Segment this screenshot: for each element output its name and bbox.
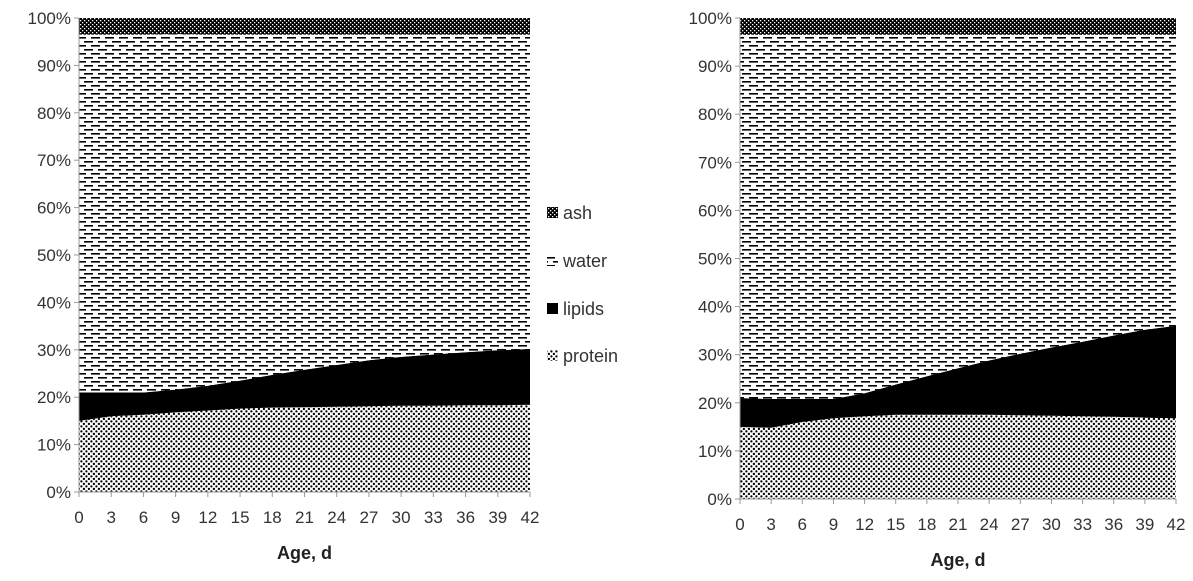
x-tick-label: 39	[1135, 515, 1154, 534]
legend-label-ash: ash	[563, 203, 592, 223]
y-tick-label: 0%	[46, 483, 71, 502]
x-tick-label: 42	[1167, 515, 1186, 534]
y-tick-label: 80%	[698, 105, 732, 124]
area-ash	[740, 18, 1176, 35]
x-tick-label: 21	[949, 515, 968, 534]
y-tick-label: 80%	[37, 104, 71, 123]
x-tick-label: 18	[917, 515, 936, 534]
y-tick-label: 40%	[698, 298, 732, 317]
y-tick-label: 70%	[698, 153, 732, 172]
x-tick-label: 0	[74, 508, 83, 527]
x-tick-label: 21	[295, 508, 314, 527]
x-tick-label: 12	[198, 508, 217, 527]
x-tick-label: 3	[766, 515, 775, 534]
y-tick-label: 20%	[698, 394, 732, 413]
y-tick-label: 70%	[37, 151, 71, 170]
legend-swatch-lipids	[547, 303, 558, 314]
y-tick-label: 0%	[707, 490, 732, 509]
legend-label-water: water	[562, 251, 607, 271]
x-tick-label: 9	[829, 515, 838, 534]
y-tick-label: 50%	[698, 250, 732, 269]
x-tick-label: 42	[521, 508, 540, 527]
x-tick-label: 30	[392, 508, 411, 527]
area-protein	[79, 404, 530, 492]
x-tick-label: 24	[327, 508, 346, 527]
y-tick-label: 50%	[37, 246, 71, 265]
x-tick-label: 3	[106, 508, 115, 527]
legend-swatch-water	[547, 255, 558, 266]
area-lipids	[740, 325, 1176, 428]
x-axis-title: Age, d	[930, 550, 985, 570]
x-axis-title: Age, d	[277, 543, 332, 563]
x-tick-label: 36	[1104, 515, 1123, 534]
y-tick-label: 10%	[37, 436, 71, 455]
y-tick-label: 30%	[698, 346, 732, 365]
legend-label-protein: protein	[563, 346, 618, 366]
x-tick-label: 39	[488, 508, 507, 527]
chart-right: 0%10%20%30%40%50%60%70%80%90%100%0 3 6 9 12 1…	[689, 9, 1186, 570]
y-tick-label: 90%	[37, 56, 71, 75]
x-tick-label: 30	[1042, 515, 1061, 534]
x-tick-label: 24	[980, 515, 999, 534]
x-tick-label: 15	[231, 508, 250, 527]
area-water	[740, 34, 1176, 400]
x-tick-label: 9	[171, 508, 180, 527]
y-tick-label: 10%	[698, 442, 732, 461]
area-water	[79, 34, 530, 393]
x-tick-label: 36	[456, 508, 475, 527]
y-tick-label: 30%	[37, 341, 71, 360]
x-tick-label: 33	[424, 508, 443, 527]
x-tick-label: 6	[139, 508, 148, 527]
legend-swatch-ash	[547, 207, 558, 218]
y-tick-label: 100%	[689, 9, 732, 28]
legend-label-lipids: lipids	[563, 299, 604, 319]
x-tick-label: 12	[855, 515, 874, 534]
legend: ash water lipids protein	[547, 203, 618, 366]
x-tick-label: 0	[735, 515, 744, 534]
x-tick-label: 18	[263, 508, 282, 527]
area-protein	[740, 414, 1176, 499]
x-tick-label: 27	[1011, 515, 1030, 534]
x-tick-label: 15	[886, 515, 905, 534]
x-tick-label: 6	[798, 515, 807, 534]
y-tick-label: 20%	[37, 388, 71, 407]
y-tick-label: 100%	[28, 9, 71, 28]
area-ash	[79, 18, 530, 35]
y-tick-label: 90%	[698, 57, 732, 76]
chart-left: 0%10%20%30%40%50%60%70%80%90%100%0 3 6 9 12 1…	[28, 9, 540, 563]
y-tick-label: 60%	[698, 201, 732, 220]
y-tick-label: 40%	[37, 293, 71, 312]
area-lipids	[79, 348, 530, 421]
x-tick-label: 27	[359, 508, 378, 527]
y-tick-label: 60%	[37, 199, 71, 218]
x-tick-label: 33	[1073, 515, 1092, 534]
legend-swatch-protein	[547, 350, 558, 361]
